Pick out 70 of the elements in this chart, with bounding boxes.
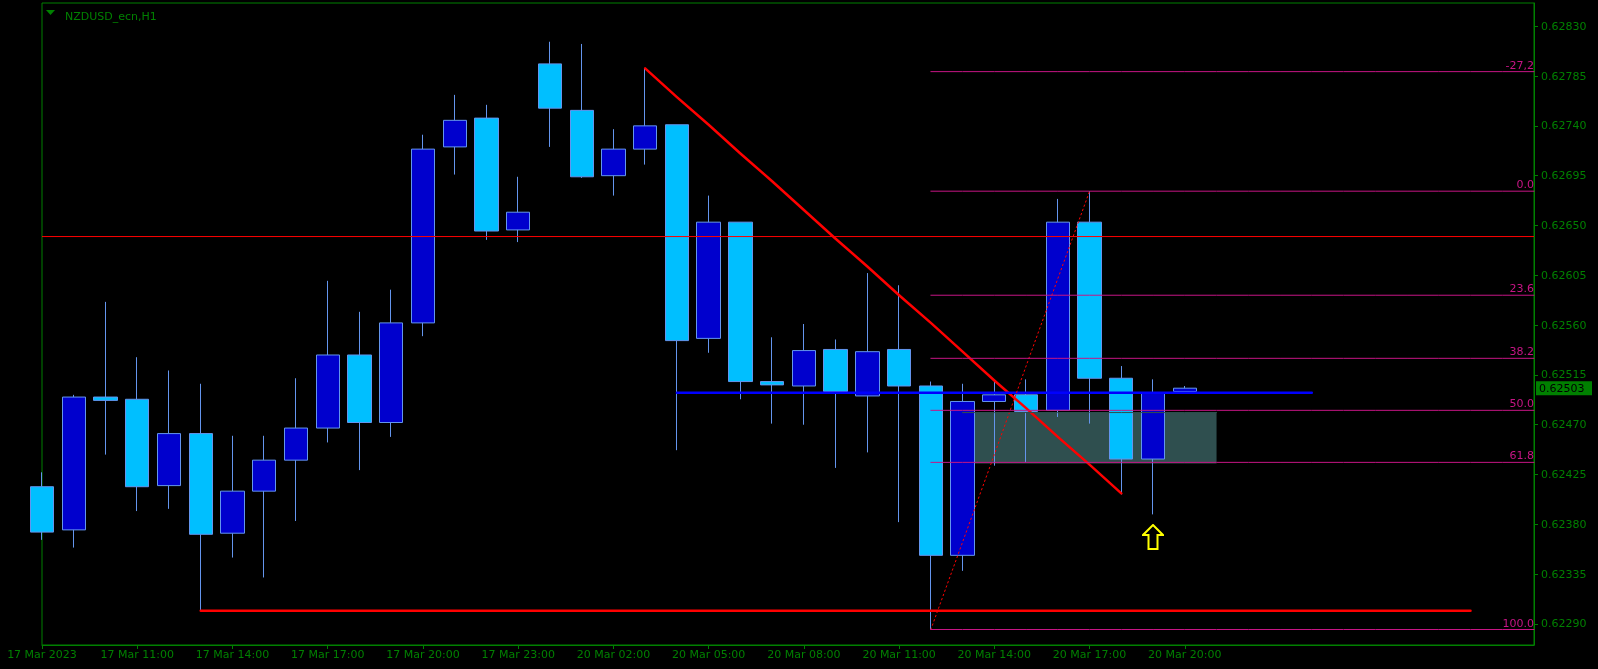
series-label: 38.2 [1509,345,1534,359]
candlestick [411,134,435,337]
candlestick [474,104,499,241]
candlestick [538,41,562,148]
candlestick [1046,198,1070,418]
candlestick [760,336,784,425]
y-tick-label: 0.62785 [1541,69,1587,83]
candlestick [220,435,245,559]
candlestick [728,221,753,400]
candlestick [379,289,403,438]
y-tick-label: 0.62740 [1541,119,1587,133]
y-tick-label: 0.62425 [1541,468,1587,482]
candlestick [792,323,816,426]
x-tick-label: 20 Mar 08:00 [767,648,841,661]
x-tick-label: 17 Mar 11:00 [100,648,174,661]
candlestick [665,124,689,451]
y-tick-label: 0.62830 [1541,19,1587,33]
x-tick-label: 20 Mar 05:00 [671,648,746,661]
series-label: 23.6 [1509,282,1534,296]
candlestick [1109,365,1133,495]
x-tick-label: 17 Mar 14:00 [195,648,270,661]
series-label: -27,2 [1505,58,1534,72]
candlestick [1141,378,1165,515]
y-tick-label: 0.62290 [1541,617,1587,631]
series-label: 0.0 [1516,178,1534,192]
y-tick-label: 0.62380 [1541,517,1587,531]
x-tick-label: 20 Mar 17:00 [1052,648,1127,661]
x-tick-label: 20 Mar 20:00 [1148,648,1222,661]
candlestick [189,383,213,612]
text: 0.62503 [1539,381,1585,395]
candlestick [252,435,276,578]
candlestick [347,311,372,471]
y-tick-label: 0.62650 [1541,218,1587,232]
candlestick [919,381,943,630]
candlestick [316,280,340,443]
candlestick [30,471,54,541]
x-tick-label: 17 Mar 23:00 [481,648,555,661]
series-label: 50.0 [1509,397,1534,411]
x-tick-label: 20 Mar 14:00 [957,648,1032,661]
x-tick-label: 17 Mar 20:00 [386,648,460,661]
candlestick [950,383,975,572]
y-tick-label: 0.62560 [1541,318,1587,332]
candlestick [887,284,911,523]
y-tick-label: 0.62695 [1541,169,1587,183]
text: NZDUSD_ecn,H1 [65,10,157,23]
x-tick-label: 20 Mar 02:00 [576,648,651,661]
x-tick-label: 17 Mar 2023 [7,648,77,661]
candlestick [93,301,118,456]
candlestick [855,272,880,453]
candlestick [125,356,149,512]
series-label: 100.0 [1502,616,1534,630]
y-tick-label: 0.62335 [1541,567,1587,581]
y-tick-label: 0.62515 [1541,368,1587,382]
candlestick [696,195,721,354]
candlestick [284,377,308,522]
x-tick-label: 20 Mar 11:00 [862,648,936,661]
candlestick [601,128,626,197]
candlestick [570,43,594,179]
y-tick-label: 0.62605 [1541,268,1587,282]
candlestick [982,379,1006,467]
candlestick [506,176,530,243]
candlestick [443,94,467,176]
candlestick [823,339,848,469]
x-tick-label: 17 Mar 17:00 [290,648,365,661]
candlestick [62,394,86,549]
series-label: 61.8 [1509,449,1534,463]
candlestick [633,67,657,166]
candlestick [1077,190,1102,425]
y-tick-label: 0.62470 [1541,418,1587,432]
candlestick [157,369,181,510]
